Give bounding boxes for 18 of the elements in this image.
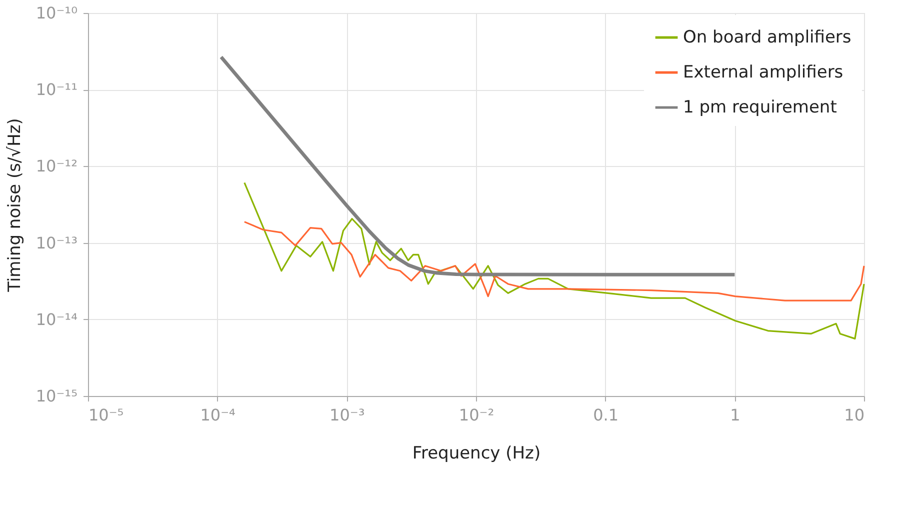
x-tick-label: 10⁻² [458, 406, 494, 424]
legend-label: External amplifiers [683, 62, 844, 82]
legend-label: On board amplifiers [683, 28, 852, 48]
y-tick-label: 10⁻¹² [36, 156, 78, 176]
legend-label: 1 pm requirement [683, 98, 838, 118]
y-tick-label: 10⁻¹⁵ [36, 386, 78, 406]
x-tick-label: 10⁻³ [330, 406, 365, 424]
x-tick-label: 1 [730, 406, 740, 424]
x-tick-label: 10 [844, 406, 864, 424]
x-tick-label: 10⁻⁴ [200, 406, 236, 424]
x-tick-label: 10⁻⁵ [88, 406, 124, 424]
y-tick-label: 10⁻¹¹ [36, 80, 78, 100]
y-axis-title: Timing noise (s/√Hz) [4, 118, 25, 293]
y-tick-label: 10⁻¹³ [36, 233, 78, 252]
y-tick-label: 10⁻¹⁴ [36, 310, 78, 329]
x-axis-title: Frequency (Hz) [412, 444, 541, 464]
y-tick-label: 10⁻¹⁰ [36, 4, 78, 22]
x-tick-label: 0.1 [593, 406, 619, 424]
